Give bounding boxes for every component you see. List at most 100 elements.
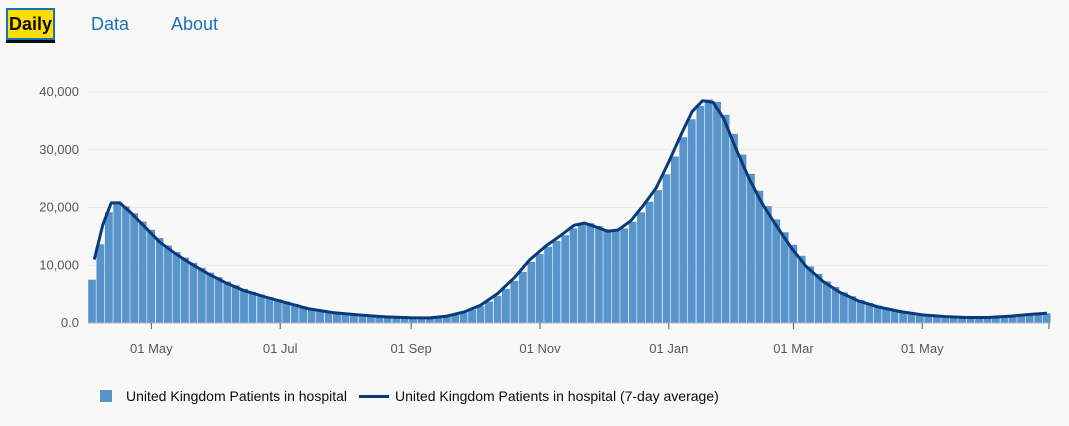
- data-bar: [670, 156, 679, 323]
- y-tick-label: 0.0: [61, 315, 79, 330]
- seven-day-average-line: [92, 99, 1048, 320]
- data-bar: [535, 254, 544, 323]
- data-bar: [349, 314, 358, 323]
- data-bar: [797, 255, 806, 323]
- chart-legend: United Kingdom Patients in hospital Unit…: [100, 388, 731, 404]
- data-bar: [501, 288, 510, 323]
- data-bar: [958, 317, 967, 323]
- data-bar: [459, 312, 468, 323]
- data-bar: [1008, 316, 1017, 323]
- data-bar: [307, 308, 316, 323]
- data-bar: [189, 262, 198, 323]
- legend-item-line: United Kingdom Patients in hospital (7-d…: [359, 388, 719, 404]
- data-bar: [485, 301, 493, 323]
- data-bar: [231, 285, 240, 323]
- data-bar: [417, 317, 426, 323]
- data-bar: [88, 279, 96, 323]
- data-bar: [831, 286, 840, 323]
- data-bar: [256, 294, 265, 323]
- data-bar: [400, 317, 409, 323]
- x-tick-label: 01 May: [901, 341, 944, 356]
- tab-about[interactable]: About: [171, 14, 219, 34]
- data-bar: [628, 221, 637, 323]
- data-bar: [409, 317, 417, 323]
- axes: 0.0 10,000 20,000 30,000 40,000 01 May 01 Jul 0…: [39, 84, 1050, 356]
- data-bar: [839, 292, 848, 323]
- data-bar: [882, 307, 890, 323]
- data-bar: [147, 229, 155, 323]
- legend-label-line: United Kingdom Patients in hospital (7-d…: [395, 388, 719, 404]
- y-tick-label: 30,000: [39, 142, 79, 157]
- y-tick-label: 10,000: [39, 257, 79, 272]
- legend-swatch-line: [359, 394, 390, 398]
- data-bar: [687, 119, 696, 323]
- data-bar: [637, 212, 645, 323]
- data-bar: [949, 316, 958, 323]
- data-bar: [197, 267, 206, 323]
- data-bar: [1042, 313, 1051, 323]
- data-bar: [290, 303, 299, 323]
- data-bar: [164, 245, 172, 323]
- data-bar: [789, 244, 798, 323]
- data-bar: [510, 280, 519, 323]
- data-bar: [899, 311, 907, 323]
- data-bar: [561, 235, 569, 323]
- hospital-patients-chart: 0.0 10,000 20,000 30,000 40,000 01 May 01 Jul 0…: [39, 84, 1051, 356]
- data-bar: [713, 101, 722, 323]
- x-tick-label: 01 Jul: [263, 341, 298, 356]
- data-bar: [468, 309, 477, 323]
- tab-data[interactable]: Data: [91, 14, 130, 34]
- data-bar: [814, 273, 823, 323]
- data-bar: [316, 309, 324, 323]
- tab-daily[interactable]: Daily: [6, 8, 56, 40]
- data-bar: [966, 317, 975, 323]
- data-bar: [780, 232, 789, 323]
- data-bar: [544, 246, 553, 323]
- data-bar: [865, 302, 874, 323]
- data-bar: [172, 252, 181, 323]
- data-bar: [425, 318, 434, 323]
- data-bar: [746, 173, 755, 323]
- data-bar: [763, 206, 772, 323]
- data-bar: [383, 316, 392, 323]
- data-bar: [358, 314, 367, 323]
- data-bar: [848, 296, 857, 323]
- x-tick-label: 01 Jan: [649, 341, 688, 356]
- data-bar: [738, 154, 747, 323]
- data-bar: [121, 206, 130, 323]
- data-bar: [941, 316, 950, 323]
- data-bar: [248, 291, 257, 323]
- data-bar: [721, 114, 730, 323]
- data-bar: [518, 271, 527, 323]
- data-bar: [932, 315, 941, 323]
- data-bar: [772, 219, 781, 323]
- bar-series: [87, 99, 1051, 323]
- data-bar: [924, 315, 933, 323]
- data-bar: [975, 317, 983, 323]
- data-bar: [180, 257, 189, 323]
- data-bar: [282, 301, 291, 323]
- data-bar: [493, 295, 502, 323]
- data-bar: [223, 281, 232, 323]
- navigation-tabs: Daily Data About: [0, 0, 1069, 50]
- data-bar: [1034, 314, 1043, 323]
- data-bar: [915, 313, 924, 323]
- data-bar: [856, 300, 865, 323]
- data-bar: [620, 228, 629, 323]
- data-bar: [730, 133, 738, 323]
- data-bar: [907, 312, 916, 323]
- data-bar: [662, 174, 671, 323]
- data-bar: [603, 229, 612, 323]
- data-bar: [527, 261, 536, 323]
- data-bar: [704, 99, 713, 323]
- data-bar: [214, 277, 223, 323]
- data-bar: [138, 221, 147, 323]
- y-tick-label: 40,000: [39, 84, 79, 99]
- data-bar: [696, 105, 705, 323]
- data-bar: [104, 212, 113, 323]
- x-tick-label: 01 May: [130, 341, 173, 356]
- data-bar: [679, 137, 688, 323]
- data-bar: [113, 201, 122, 323]
- data-bar: [991, 317, 1000, 323]
- data-bar: [1000, 316, 1009, 323]
